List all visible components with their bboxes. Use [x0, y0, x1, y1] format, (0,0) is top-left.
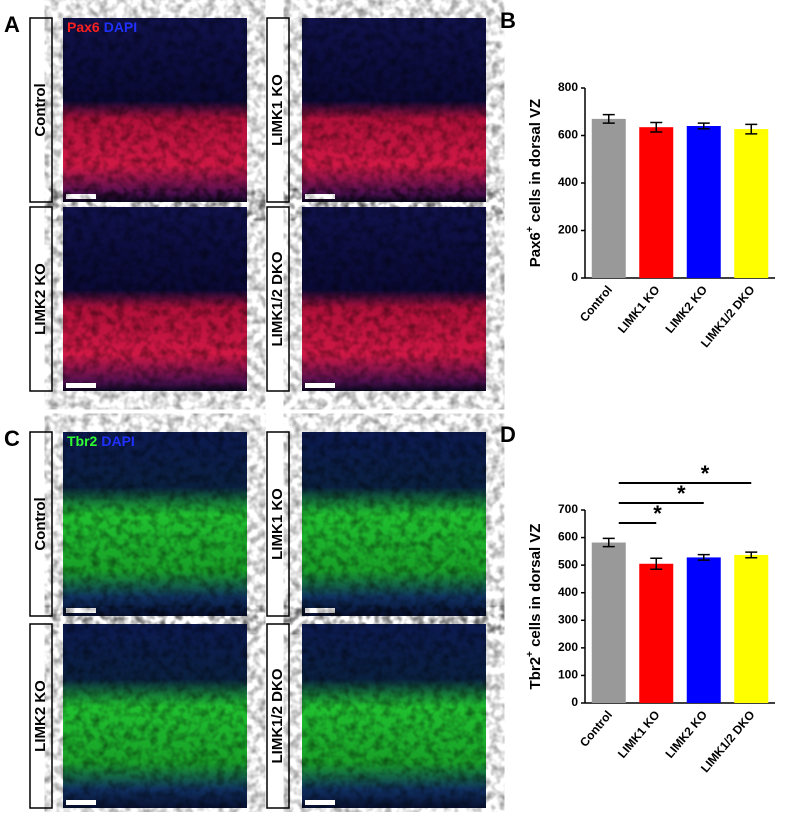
stain-label: Pax6 DAPI — [67, 19, 137, 35]
label-box — [29, 206, 53, 392]
x-tick-label: LIMK1 KO — [615, 708, 663, 761]
y-label-sup: + — [525, 651, 536, 657]
significance-label: * — [701, 461, 710, 486]
bar — [686, 557, 721, 703]
image-label: Control — [32, 497, 49, 550]
image-label: LIMK1 KO — [269, 74, 286, 146]
bar — [734, 554, 769, 703]
scale-bar — [305, 383, 335, 388]
error-bar — [697, 122, 710, 130]
panel-letter: C — [4, 426, 20, 451]
micrograph-texture — [63, 18, 247, 202]
stain-name: DAPI — [101, 433, 134, 449]
bar — [734, 129, 769, 278]
scale-bar — [66, 608, 96, 613]
y-tick-label: 400 — [558, 585, 578, 599]
y-label-text: cells in dorsal VZ — [527, 524, 544, 652]
image-label: Control — [32, 83, 49, 136]
micrograph-texture — [63, 207, 247, 391]
y-label-text: cells in dorsal VZ — [527, 99, 544, 227]
y-label-sup: + — [525, 226, 536, 232]
y-tick-label: 0 — [571, 695, 578, 709]
label-box — [29, 17, 53, 203]
error-bar — [650, 121, 663, 133]
error-bar — [697, 553, 710, 561]
y-label-text: Pax6 — [527, 232, 544, 267]
y-tick-label: 100 — [558, 668, 578, 682]
micrograph-texture — [63, 624, 247, 808]
error-bar — [602, 537, 615, 548]
image-label: LIMK1/2 DKO — [269, 251, 286, 346]
stain-name: Pax6 — [67, 19, 100, 35]
label-box — [266, 206, 290, 392]
image-label: LIMK1/2 DKO — [269, 668, 286, 763]
y-axis-label: Tbr2+ cells in dorsal VZ — [525, 524, 544, 690]
y-tick-label: 500 — [558, 557, 578, 571]
y-tick-label: 0 — [571, 270, 578, 284]
stain-name: Tbr2 — [67, 433, 98, 449]
error-bar — [745, 551, 758, 559]
micrograph-texture — [302, 207, 486, 391]
micrograph-texture — [63, 432, 247, 616]
panel-letter: D — [500, 422, 516, 447]
scale-bar — [66, 383, 96, 388]
significance-label: * — [653, 501, 662, 526]
x-tick-label: Control — [577, 708, 615, 750]
x-tick-label: LIMK2 KO — [662, 708, 710, 761]
y-axis-label: Pax6+ cells in dorsal VZ — [525, 99, 544, 267]
error-bar — [745, 123, 758, 135]
image-label: LIMK2 KO — [32, 680, 49, 752]
stain-name: DAPI — [104, 19, 137, 35]
y-tick-label: 200 — [558, 640, 578, 654]
y-tick-label: 200 — [558, 223, 578, 237]
y-tick-label: 600 — [558, 530, 578, 544]
stain-label: Tbr2 DAPI — [67, 433, 135, 449]
bar — [591, 118, 626, 278]
panel-letter: B — [500, 8, 516, 33]
image-label: LIMK2 KO — [32, 263, 49, 335]
y-tick-label: 600 — [558, 128, 578, 142]
error-bar — [650, 557, 663, 571]
bar — [686, 126, 721, 278]
label-box — [266, 431, 290, 617]
scale-bar — [305, 608, 335, 613]
image-label: LIMK1 KO — [269, 488, 286, 560]
x-tick-label: LIMK2 KO — [662, 283, 710, 336]
y-tick-label: 700 — [558, 502, 578, 516]
y-tick-label: 300 — [558, 612, 578, 626]
label-box — [266, 17, 290, 203]
bar — [639, 563, 674, 703]
bar — [639, 127, 674, 278]
label-box — [29, 623, 53, 809]
significance-label: * — [677, 481, 686, 506]
label-box — [29, 431, 53, 617]
micrograph-texture — [302, 624, 486, 808]
label-box — [266, 623, 290, 809]
micrograph-texture — [302, 432, 486, 616]
y-tick-label: 400 — [558, 175, 578, 189]
panel-letter: A — [4, 12, 20, 37]
bar — [591, 542, 626, 703]
scale-bar — [305, 194, 335, 199]
x-tick-label: LIMK1 KO — [615, 283, 663, 336]
y-label-text: Tbr2 — [527, 657, 544, 690]
micrograph-texture — [302, 18, 486, 202]
scale-bar — [305, 800, 335, 805]
scale-bar — [66, 194, 96, 199]
error-bar — [602, 113, 615, 124]
scale-bar — [66, 800, 96, 805]
y-tick-label: 800 — [558, 80, 578, 94]
x-tick-label: Control — [577, 283, 615, 325]
